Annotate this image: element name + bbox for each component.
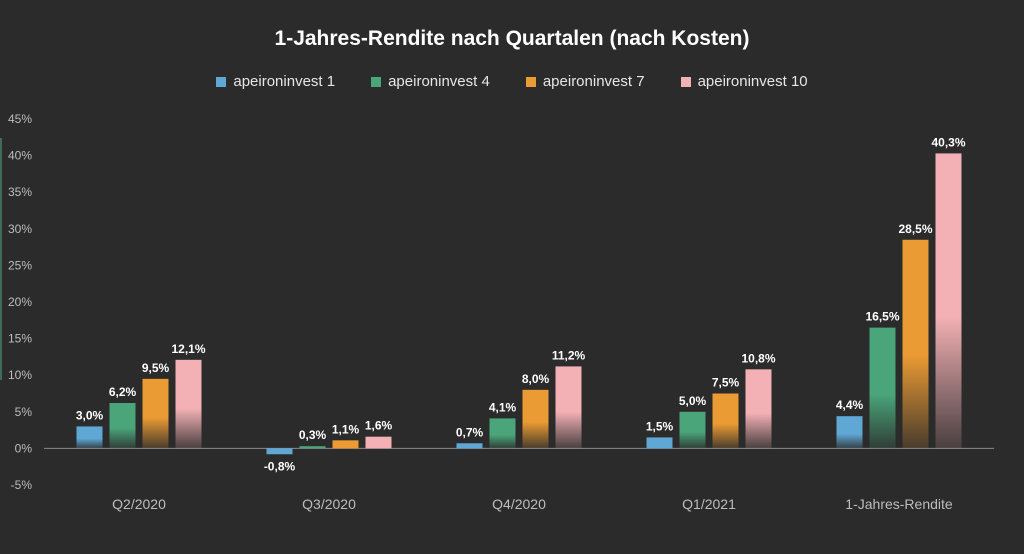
- x-axis-category-labels: Q2/2020 Q3/2020 Q4/2020 Q1/2021 1-Jahres-Ren…: [112, 496, 953, 512]
- y-tick-label: -5%: [11, 478, 33, 492]
- bar-1-1: [76, 426, 103, 449]
- data-label: -0,8%: [264, 459, 296, 473]
- bar-4-2: [365, 436, 392, 449]
- data-label: 1,6%: [365, 419, 393, 433]
- data-label: 0,7%: [456, 425, 484, 439]
- bar-1-2: [266, 448, 293, 455]
- chart-title: 1-Jahres-Rendite nach Quartalen (nach Ko…: [274, 27, 750, 50]
- y-tick-label: 35%: [8, 185, 32, 199]
- bar-2-5: [869, 327, 896, 449]
- data-label: 6,2%: [109, 385, 137, 399]
- data-label: 11,2%: [552, 348, 586, 362]
- bar-2-3: [489, 418, 516, 449]
- data-label: 3,0%: [76, 408, 104, 422]
- y-tick-label: 15%: [8, 332, 32, 346]
- x-tick-label: Q4/2020: [492, 496, 546, 512]
- y-tick-label: 45%: [8, 112, 32, 126]
- legend-swatch-series-4: [680, 76, 691, 87]
- legend-swatch-series-1: [216, 76, 227, 87]
- data-label: 9,5%: [142, 361, 170, 375]
- legend-item-series-1: apeironinvest 1: [216, 73, 335, 90]
- bar-4-4: [745, 369, 772, 449]
- data-label: 4,4%: [836, 398, 864, 412]
- bar-2-2: [299, 446, 326, 449]
- y-tick-label: 10%: [8, 368, 32, 382]
- bar-1-3: [456, 443, 483, 449]
- data-label: 1,5%: [646, 419, 674, 433]
- data-label: 0,3%: [299, 428, 327, 442]
- bar-3-3: [522, 389, 549, 449]
- data-label: 5,0%: [679, 394, 707, 408]
- y-tick-label: 20%: [8, 295, 32, 309]
- y-axis-tick-labels: -5% 0% 5% 10% 15% 20% 25% 30% 35% 40% 45%: [8, 112, 32, 492]
- data-label: 40,3%: [931, 135, 965, 149]
- legend-swatch-series-3: [525, 76, 536, 87]
- legend-label-series-4: apeironinvest 10: [697, 73, 808, 90]
- bar-4-5: [935, 153, 962, 449]
- bar-1-5: [836, 416, 863, 449]
- legend-swatch-series-2: [371, 76, 382, 87]
- bar-3-2: [332, 440, 359, 449]
- data-label: 8,0%: [522, 372, 550, 386]
- x-tick-label: Q2/2020: [112, 496, 166, 512]
- data-label: 28,5%: [898, 222, 932, 236]
- x-tick-label: Q3/2020: [302, 496, 356, 512]
- data-label: 7,5%: [712, 376, 740, 390]
- legend-item-series-3: apeironinvest 7: [525, 73, 645, 90]
- legend-label-series-1: apeironinvest 1: [233, 73, 336, 90]
- y-tick-label: 40%: [8, 149, 32, 163]
- data-label: 12,1%: [171, 342, 205, 356]
- y-tick-label: 25%: [8, 258, 32, 272]
- legend-item-series-2: apeironinvest 4: [371, 73, 490, 90]
- value-labels-group: 3,0% 6,2% 9,5%12,1% -0,8% 0,3% 1,1% 1,6% 0,7% 4,…: [76, 135, 966, 473]
- y-tick-label: 5%: [15, 405, 33, 419]
- bar-3-4: [712, 393, 739, 449]
- x-tick-label: 1-Jahres-Rendite: [845, 496, 953, 512]
- bar-3-1: [142, 378, 169, 449]
- legend: apeironinvest 1 apeironinvest 4 apeironi…: [0, 73, 1024, 90]
- bars-group: [76, 153, 962, 455]
- bar-4-3: [555, 366, 582, 449]
- y-tick-label: 30%: [8, 222, 32, 236]
- left-edge-accent: [0, 138, 2, 380]
- x-tick-label: Q1/2021: [682, 496, 736, 512]
- bar-3-5: [902, 239, 929, 449]
- legend-label-series-2: apeironinvest 4: [388, 73, 490, 90]
- legend-label-series-3: apeironinvest 7: [542, 73, 645, 90]
- data-label: 4,1%: [489, 400, 517, 414]
- data-label: 1,1%: [332, 422, 360, 436]
- legend-item-series-4: apeironinvest 10: [680, 73, 808, 90]
- bar-1-4: [646, 437, 673, 449]
- bar-4-1: [175, 359, 202, 449]
- data-label: 10,8%: [741, 351, 775, 365]
- bar-2-4: [679, 411, 706, 449]
- data-label: 16,5%: [865, 310, 899, 324]
- y-tick-label: 0%: [15, 441, 33, 455]
- bar-2-1: [109, 403, 136, 449]
